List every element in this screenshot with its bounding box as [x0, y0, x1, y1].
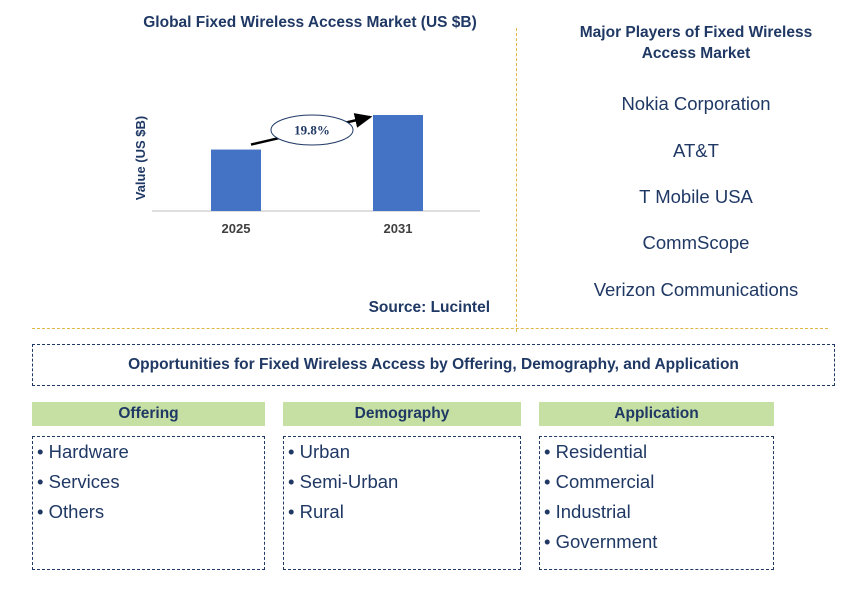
application-list: • Residential • Commercial • Industrial … [539, 436, 774, 570]
list-item: • Urban [288, 441, 351, 462]
bar-chart: Value (US $B) 2025 2031 19.8% [133, 113, 480, 236]
player-item: CommScope [642, 232, 750, 253]
list-item: • Commercial [544, 471, 655, 492]
demography-list: • Urban • Semi-Urban • Rural [283, 436, 521, 570]
list-item: • Others [37, 501, 105, 522]
offering-header: Offering [32, 402, 265, 426]
x-tick-label: 2025 [222, 221, 251, 236]
demography-header: Demography [283, 402, 521, 426]
bar-2025 [211, 149, 261, 211]
list-item: • Industrial [544, 501, 631, 522]
cagr-label: 19.8% [294, 123, 330, 138]
chart-title: Global Fixed Wireless Access Market (US … [143, 14, 477, 31]
x-tick-label: 2031 [384, 221, 413, 236]
player-item: Nokia Corporation [621, 93, 771, 114]
vertical-divider [516, 28, 517, 332]
cagr-ellipse [270, 114, 354, 146]
list-item: • Residential [544, 441, 648, 462]
list-item: • Hardware [37, 441, 129, 462]
opportunities-title: Opportunities for Fixed Wireless Access … [32, 344, 835, 386]
y-axis-label: Value (US $B) [133, 116, 148, 201]
list-item: • Rural [288, 501, 344, 522]
player-item: T Mobile USA [639, 186, 753, 207]
list-item: • Services [37, 471, 120, 492]
player-item: Verizon Communications [593, 279, 799, 300]
bar-2031 [373, 115, 423, 211]
application-header: Application [539, 402, 774, 426]
opportunities-title-text: Opportunities for Fixed Wireless Access … [128, 356, 739, 373]
list-item: • Semi-Urban [288, 471, 399, 492]
source-label: Source: Lucintel [368, 299, 490, 316]
horizontal-divider [32, 328, 828, 329]
list-item: • Government [544, 531, 658, 552]
players-title: Major Players of Fixed Wireless Access M… [579, 24, 813, 62]
player-item: AT&T [673, 140, 719, 161]
offering-list: • Hardware • Services • Others [32, 436, 265, 570]
